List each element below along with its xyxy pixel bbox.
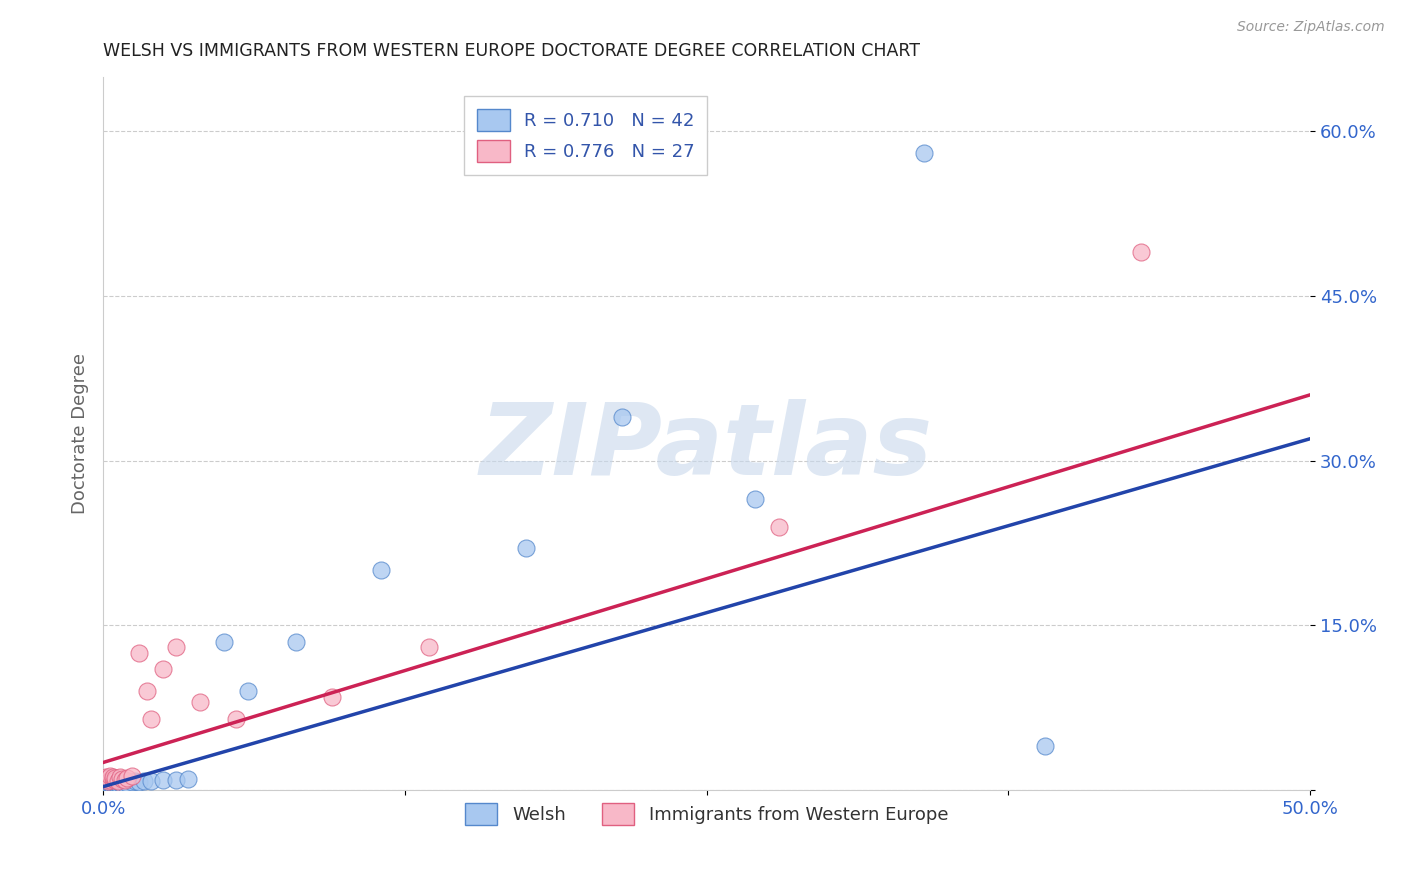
Point xyxy=(94,780,117,794)
Point xyxy=(152,772,174,787)
Point xyxy=(101,776,124,790)
Point xyxy=(101,779,124,793)
Point xyxy=(141,774,163,789)
Point xyxy=(108,776,131,790)
Point xyxy=(135,684,157,698)
Point xyxy=(111,772,134,786)
Point xyxy=(141,712,163,726)
Point xyxy=(165,640,187,655)
Point xyxy=(418,640,440,655)
Point xyxy=(107,780,129,794)
Point xyxy=(111,777,134,791)
Point xyxy=(114,772,136,787)
Point xyxy=(107,777,129,791)
Point xyxy=(117,776,139,790)
Point xyxy=(98,779,121,793)
Point xyxy=(912,146,935,161)
Point xyxy=(188,695,211,709)
Point xyxy=(97,779,120,793)
Point xyxy=(94,779,117,793)
Point xyxy=(128,646,150,660)
Point xyxy=(121,769,143,783)
Point xyxy=(152,662,174,676)
Point xyxy=(97,780,120,795)
Point xyxy=(97,774,120,789)
Point xyxy=(97,771,120,785)
Point xyxy=(108,770,131,784)
Point xyxy=(104,780,127,794)
Text: Source: ZipAtlas.com: Source: ZipAtlas.com xyxy=(1237,20,1385,34)
Point xyxy=(107,779,129,793)
Point xyxy=(370,563,392,577)
Point xyxy=(117,771,139,785)
Point xyxy=(515,541,537,556)
Point xyxy=(94,772,117,786)
Text: ZIPatlas: ZIPatlas xyxy=(479,399,934,496)
Point xyxy=(236,684,259,698)
Point xyxy=(104,772,127,787)
Y-axis label: Doctorate Degree: Doctorate Degree xyxy=(72,352,89,514)
Point xyxy=(114,777,136,791)
Point xyxy=(176,772,198,786)
Point xyxy=(321,690,343,704)
Point xyxy=(104,777,127,791)
Point xyxy=(107,774,129,789)
Point xyxy=(98,769,121,783)
Text: WELSH VS IMMIGRANTS FROM WESTERN EUROPE DOCTORATE DEGREE CORRELATION CHART: WELSH VS IMMIGRANTS FROM WESTERN EUROPE … xyxy=(103,42,920,60)
Point xyxy=(97,777,120,791)
Point xyxy=(744,492,766,507)
Point xyxy=(98,776,121,790)
Point xyxy=(97,780,120,794)
Point xyxy=(124,774,146,789)
Point xyxy=(121,775,143,789)
Point xyxy=(94,777,117,791)
Point xyxy=(128,775,150,789)
Point xyxy=(101,772,124,786)
Point xyxy=(94,770,117,784)
Point xyxy=(768,519,790,533)
Point xyxy=(134,774,156,789)
Point xyxy=(212,634,235,648)
Point xyxy=(285,634,308,648)
Point xyxy=(101,780,124,794)
Point xyxy=(98,777,121,791)
Point xyxy=(225,712,247,726)
Point xyxy=(101,770,124,784)
Legend: Welsh, Immigrants from Western Europe: Welsh, Immigrants from Western Europe xyxy=(456,794,957,834)
Point xyxy=(1130,245,1153,260)
Point xyxy=(1033,739,1056,753)
Point xyxy=(610,409,633,424)
Point xyxy=(104,771,127,785)
Point xyxy=(104,779,127,793)
Point xyxy=(108,779,131,793)
Point xyxy=(165,772,187,787)
Point xyxy=(98,772,121,787)
Point xyxy=(98,780,121,795)
